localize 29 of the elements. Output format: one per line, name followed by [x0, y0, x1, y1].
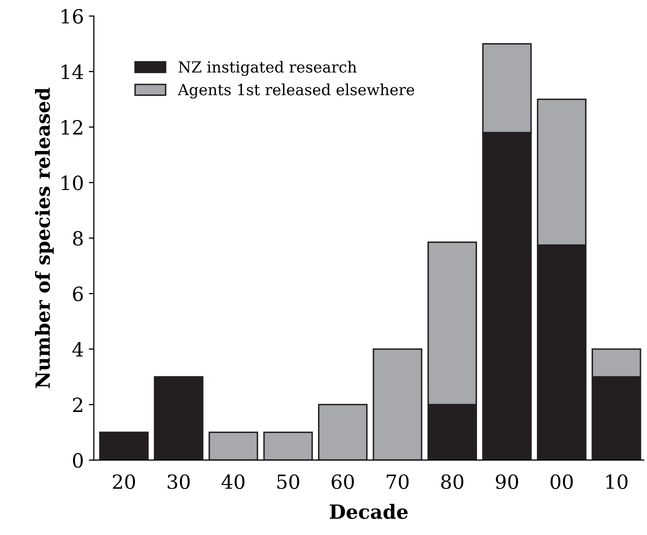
legend-label: NZ instigated research: [178, 60, 357, 76]
bar: [263, 432, 313, 460]
y-axis-title: Number of species released: [34, 88, 54, 388]
x-tick-label: 90: [496, 474, 518, 490]
y-tick-label: 8: [73, 231, 83, 246]
x-tick-label: 20: [112, 474, 135, 490]
x-tick-label: 30: [168, 474, 190, 490]
y-tick-label: 16: [62, 9, 83, 24]
y-tick-label: 2: [73, 398, 82, 412]
bar: [208, 432, 258, 460]
x-tick-label: 40: [222, 474, 244, 490]
bar: [318, 404, 368, 460]
y-tick-label: 14: [62, 64, 84, 79]
y-tick-label: 6: [73, 286, 83, 302]
legend-label: Agents 1st released elsewhere: [178, 84, 414, 99]
x-tick-label: 00: [550, 474, 573, 490]
y-tick-label: 12: [62, 120, 82, 134]
y-tick-label: 0: [73, 453, 83, 468]
y-tick-label: 10: [62, 176, 83, 190]
x-tick-label: 50: [277, 474, 300, 490]
bar: [372, 348, 422, 460]
bar: [154, 376, 204, 460]
x-axis-title: Decade: [330, 504, 408, 519]
bar: [99, 432, 149, 460]
y-tick-label: 4: [72, 342, 84, 356]
x-tick-label: 10: [606, 474, 628, 490]
x-tick-label: 60: [332, 474, 354, 490]
x-tick-label: 70: [386, 474, 409, 490]
x-tick-label: 80: [441, 474, 464, 490]
